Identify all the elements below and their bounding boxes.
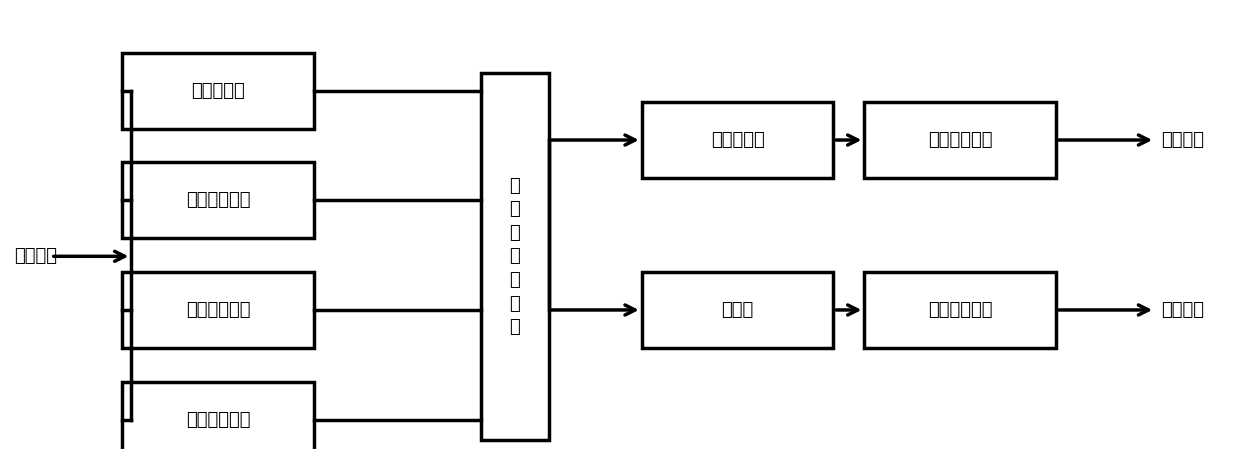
Text: 固
态
光
电
倍
增
管: 固 态 光 电 倍 增 管 (510, 176, 521, 336)
FancyBboxPatch shape (122, 162, 314, 238)
Text: 数据寄存单元: 数据寄存单元 (928, 131, 992, 149)
FancyBboxPatch shape (864, 272, 1056, 348)
FancyBboxPatch shape (641, 102, 833, 178)
Text: 慢控制单元: 慢控制单元 (191, 82, 244, 100)
Text: 电荷信号: 电荷信号 (1162, 131, 1204, 149)
FancyBboxPatch shape (641, 272, 833, 348)
Text: 快速触发单元: 快速触发单元 (186, 191, 250, 209)
FancyBboxPatch shape (481, 73, 549, 440)
Text: 控制信号: 控制信号 (14, 248, 57, 266)
Text: 模数转换器: 模数转换器 (711, 131, 764, 149)
FancyBboxPatch shape (122, 272, 314, 348)
Text: 时间信号: 时间信号 (1162, 301, 1204, 319)
Text: 时序控制单元: 时序控制单元 (186, 301, 250, 319)
Text: 电压转换单元: 电压转换单元 (186, 410, 250, 428)
Text: 时数转换单元: 时数转换单元 (928, 301, 992, 319)
FancyBboxPatch shape (122, 53, 314, 129)
FancyBboxPatch shape (122, 382, 314, 450)
FancyBboxPatch shape (864, 102, 1056, 178)
Text: 甄别器: 甄别器 (722, 301, 754, 319)
